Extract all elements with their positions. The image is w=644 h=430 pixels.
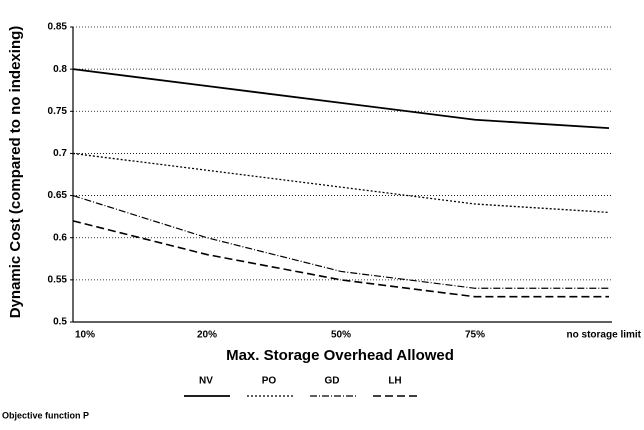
legend-label: PO [262,376,277,387]
legend-label: LH [388,376,401,387]
series-line [72,194,609,289]
x-tick-label: 50% [331,330,351,341]
legend-label: GD [325,376,340,387]
y-tick-label: 0.6 [53,232,67,243]
footnote: Objective function P [2,410,89,420]
x-tick-label: 75% [465,330,485,341]
x-axis-title: Max. Storage Overhead Allowed [226,347,454,364]
x-tick-label: 10% [75,330,95,341]
y-tick-label: 0.8 [53,64,67,75]
series-line [72,68,610,130]
y-axis-title: Dynamic Cost (compared to no indexing) [7,26,24,319]
x-tick-label: no storage limit [567,330,642,341]
y-tick-label: 0.7 [53,148,67,159]
x-tick-label: 20% [197,330,217,341]
series-line [72,220,609,298]
y-tick-label: 0.55 [48,274,68,285]
y-tick-label: 0.65 [48,190,68,201]
y-tick-label: 0.75 [48,106,68,117]
legend-label: NV [199,376,213,387]
y-tick-label: 0.85 [48,22,68,33]
series-line [72,152,610,214]
y-tick-label: 0.5 [53,317,67,328]
